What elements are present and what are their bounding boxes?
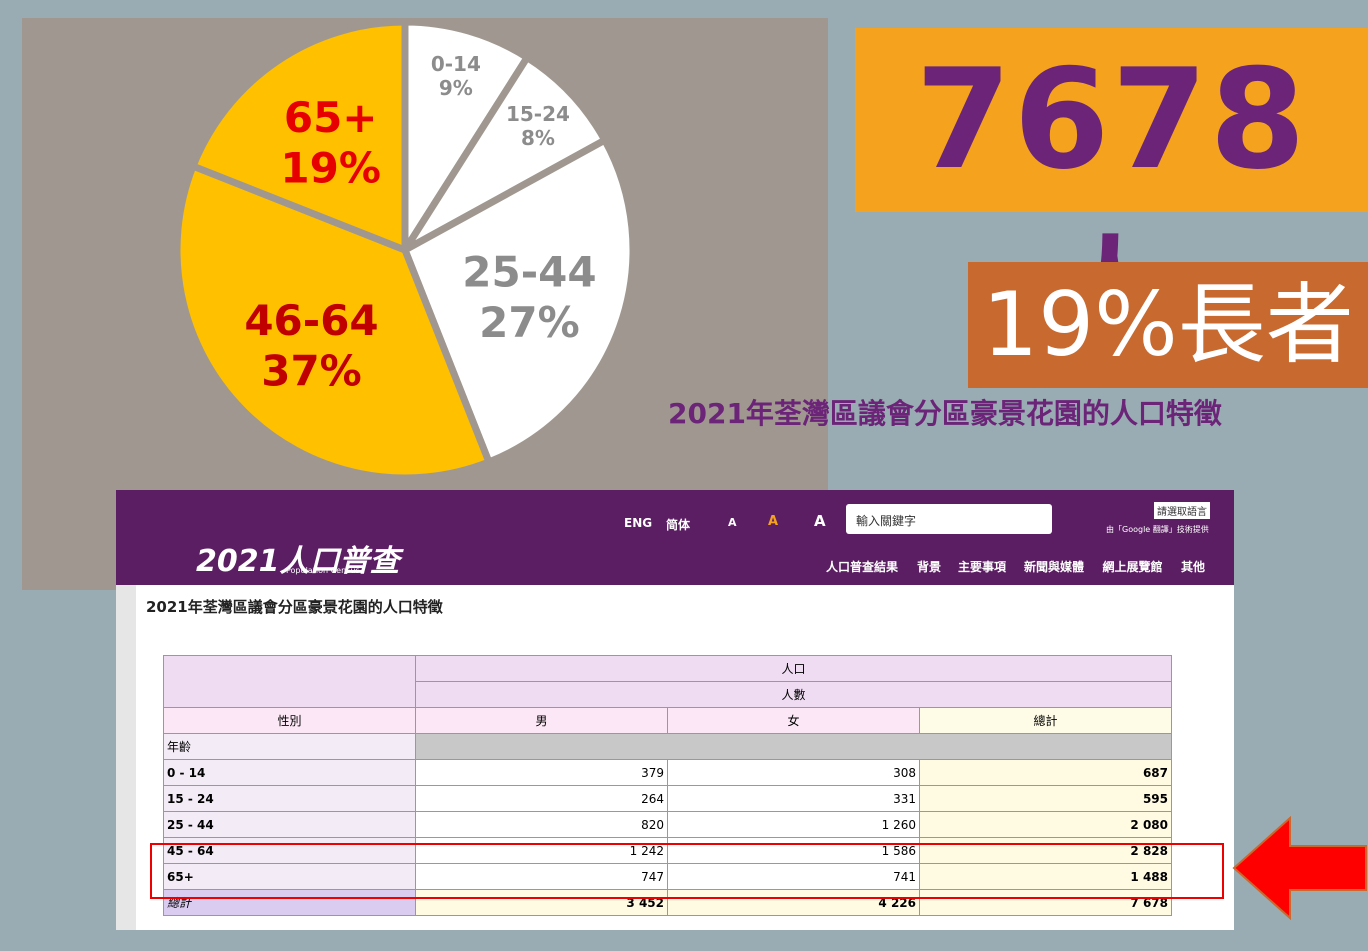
table-row: 性別男女總計 [163, 707, 1172, 734]
search-box[interactable]: 輸入關鍵字 [846, 504, 1052, 534]
table-cell: 1 586 [667, 837, 920, 864]
table-cell: 379 [415, 759, 668, 786]
page-title: 2021年荃灣區議會分區豪景花園的人口特徵 [146, 598, 443, 616]
table-cell: 2 828 [919, 837, 1172, 864]
font-size[interactable]: A [814, 512, 826, 530]
menu-item[interactable]: 主要事項 [958, 560, 1007, 574]
slice-value-label: 37% [261, 347, 362, 396]
menu-item[interactable]: 人口普查結果 [826, 560, 899, 574]
pie-slice [401, 18, 533, 263]
table-cell: 1 488 [919, 863, 1172, 890]
table-cell: 總計 [163, 889, 416, 916]
table-cell: 女 [667, 707, 920, 734]
translate-note: 由「Google 翻譯」技術提供 [1106, 525, 1209, 534]
table-cell: 1 260 [667, 811, 920, 838]
site-header: 2021人口普查 Population Census ENG 简体 A A A … [116, 490, 1234, 585]
table-row: 45 - 64 1 242 1 586 2 828 [163, 837, 1172, 864]
screenshot: 2021人口普查 Population Census ENG 简体 A A A … [116, 490, 1234, 930]
table-cell: 741 [667, 863, 920, 890]
table-cell: 25 - 44 [163, 811, 416, 838]
slice-value-label: 8% [521, 126, 555, 150]
table-cell: 331 [667, 785, 920, 812]
slice-label: 25-44 [462, 247, 596, 296]
table-row: 25 - 44 820 1 260 2 080 [163, 811, 1172, 838]
table-cell: 4 226 [667, 889, 920, 916]
slice-value-label: 9% [439, 76, 473, 100]
data-table: 人口 人數 性別男女總計 年齡 0 - 14 379 308 687 15 - 24 264 331… [163, 655, 1172, 916]
table-cell: 595 [919, 785, 1172, 812]
menu-item[interactable]: 背景 [917, 560, 942, 574]
table-cell: 687 [919, 759, 1172, 786]
table-cell: 308 [667, 759, 920, 786]
table-cell: 15 - 24 [163, 785, 416, 812]
table-cell: 人數 [415, 681, 1172, 708]
pie-slice [173, 161, 494, 482]
subheadline: 19%長者 [968, 262, 1368, 388]
table-cell: 7 678 [919, 889, 1172, 916]
slice-label: 46-64 [244, 296, 378, 345]
arrow [1232, 816, 1367, 920]
pie-slice [400, 135, 637, 467]
font-size[interactable]: A [768, 514, 779, 529]
table-cell: 總計 [919, 707, 1172, 734]
table-row: 人口 [163, 655, 1172, 708]
table-cell: 45 - 64 [163, 837, 416, 864]
lang[interactable]: 简体 [666, 518, 691, 532]
language-select[interactable]: 請選取語言 [1154, 502, 1210, 519]
menu-item[interactable]: 網上展覽館 [1102, 560, 1163, 574]
table-cell [163, 655, 416, 708]
table-row: 65+ 747 741 1 488 [163, 863, 1172, 890]
table-row: 總計 3 452 4 226 7 678 [163, 889, 1172, 916]
table-row: 年齡 [163, 733, 1172, 760]
slice-label: 0-14 [431, 52, 481, 76]
table-row: 人數 [164, 681, 1172, 708]
table-cell: 65+ [163, 863, 416, 890]
table-cell [415, 733, 1172, 760]
pie-slice [188, 18, 409, 256]
table-cell: 性別 [163, 707, 416, 734]
table-row: 15 - 24 264 331 595 [163, 785, 1172, 812]
slice-label: 65+ [284, 93, 378, 142]
menu-item[interactable]: 其他 [1181, 560, 1206, 574]
search-placeholder: 輸入關鍵字 [856, 514, 917, 528]
table-cell: 820 [415, 811, 668, 838]
sidebar [116, 585, 136, 930]
menu-item[interactable]: 新聞與媒體 [1024, 560, 1085, 574]
logo-sub: Population Census [286, 566, 360, 575]
table-cell: 人口 [415, 655, 1172, 682]
slice-label: 15-24 [506, 102, 570, 126]
table-row: 0 - 14 379 308 687 [163, 759, 1172, 786]
slice-value-label: 27% [479, 298, 580, 347]
table-cell: 男 [415, 707, 668, 734]
slice-value-label: 19% [280, 144, 381, 193]
font-size[interactable]: A [728, 516, 737, 529]
lang[interactable]: ENG [624, 516, 653, 530]
table-cell: 0 - 14 [163, 759, 416, 786]
headline: 7678人 [855, 28, 1368, 384]
pie-slice [402, 52, 610, 254]
table-cell: 2 080 [919, 811, 1172, 838]
highlight-box [150, 843, 1224, 899]
caption: 2021年荃灣區議會分區豪景花園的人口特徵 [668, 397, 1222, 430]
table-cell: 年齡 [163, 733, 416, 760]
table-cell: 3 452 [415, 889, 668, 916]
table-cell: 264 [415, 785, 668, 812]
logo: 2021人口普查 [196, 544, 400, 579]
